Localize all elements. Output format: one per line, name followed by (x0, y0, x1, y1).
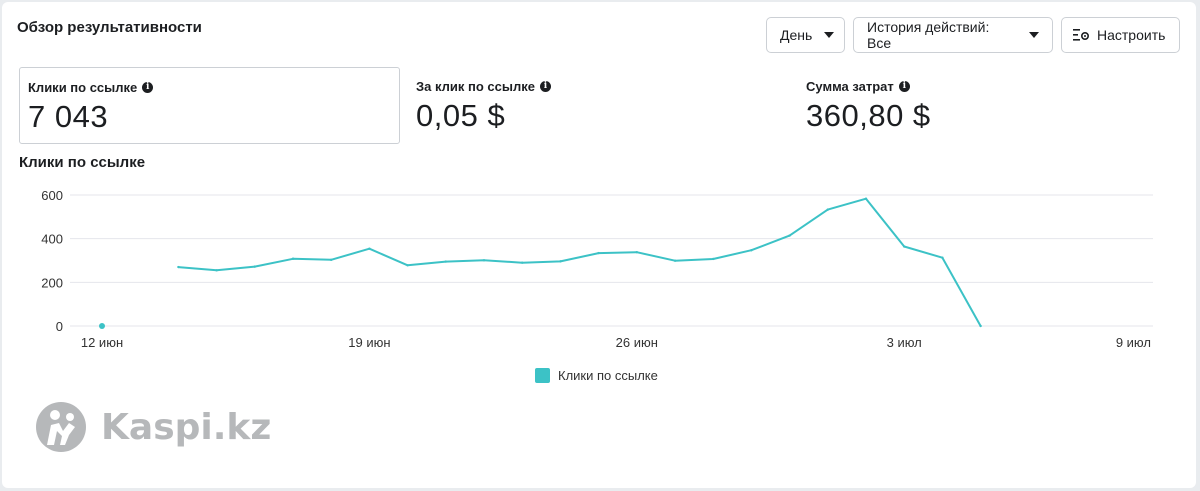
metric-value: 0,05 $ (416, 98, 506, 133)
period-dropdown-label: День (780, 27, 813, 43)
kaspi-logo-icon (36, 402, 86, 452)
chevron-down-icon (824, 32, 835, 38)
metric-label: Клики по ссылке (28, 80, 138, 95)
legend-swatch (535, 368, 550, 383)
configure-label: Настроить (1097, 27, 1166, 43)
legend-label: Клики по ссылке (558, 368, 658, 383)
watermark-text: Kaspi.kz (101, 406, 272, 448)
metric-label: За клик по ссылке (416, 79, 535, 94)
metric-label: Сумма затрат (806, 79, 894, 94)
metric-value: 360,80 $ (806, 98, 931, 133)
action-history-label: История действий: Все (867, 19, 990, 51)
info-icon[interactable]: i (539, 81, 551, 92)
chevron-down-icon (1029, 32, 1039, 38)
metric-cost-per-link-click[interactable]: За клик по ссылке i 0,05 $ (408, 67, 788, 144)
metric-value: 7 043 (28, 99, 109, 134)
metric-amount-spent[interactable]: Сумма затрат i 360,80 $ (798, 67, 1178, 144)
configure-button[interactable]: Настроить (1061, 17, 1180, 53)
metric-link-clicks[interactable]: Клики по ссылке i 7 043 (19, 67, 400, 144)
period-dropdown-button[interactable]: День (766, 17, 845, 53)
info-icon[interactable]: i (898, 81, 910, 92)
kaspi-watermark: Kaspi.kz (35, 401, 271, 453)
chart-title: Клики по ссылке (19, 154, 146, 171)
page-title: Обзор результативности (17, 19, 202, 36)
settings-sliders-icon (1073, 29, 1089, 41)
info-icon[interactable]: i (142, 82, 154, 93)
chart-legend[interactable]: Клики по ссылке (535, 368, 658, 383)
action-history-dropdown-button[interactable]: История действий: Все (853, 17, 1053, 53)
